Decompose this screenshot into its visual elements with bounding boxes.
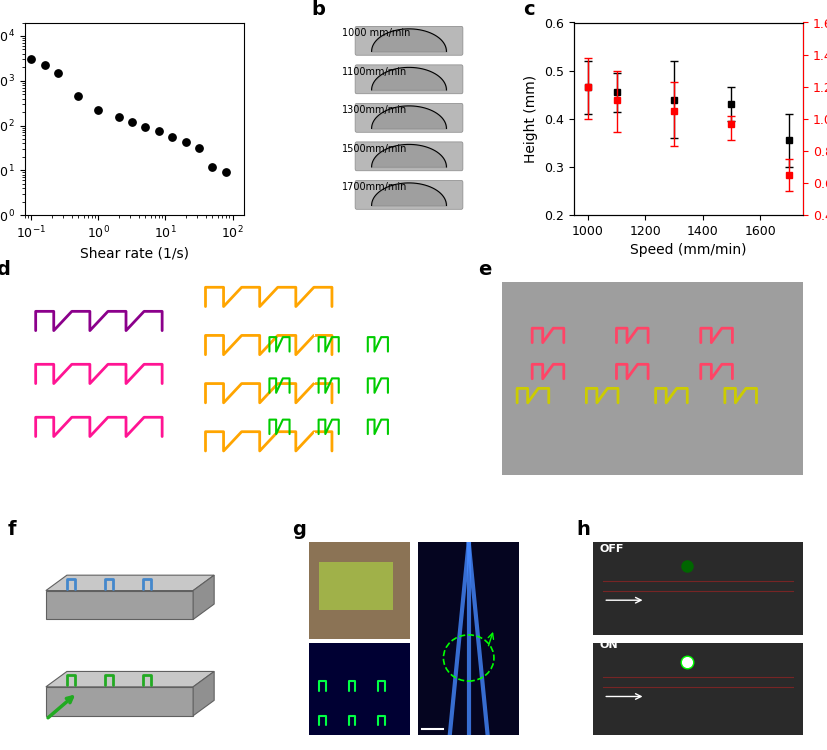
- Text: 1700mm/min: 1700mm/min: [342, 182, 407, 192]
- Polygon shape: [193, 671, 214, 716]
- Polygon shape: [45, 687, 193, 716]
- Point: [165, 131, 179, 143]
- Polygon shape: [45, 590, 193, 620]
- Polygon shape: [45, 575, 214, 590]
- Text: b: b: [311, 0, 325, 19]
- Polygon shape: [193, 575, 214, 620]
- Point: [51, 67, 65, 79]
- Y-axis label: Height (mm): Height (mm): [523, 75, 538, 163]
- Text: 1100mm/min: 1100mm/min: [342, 67, 406, 76]
- Polygon shape: [45, 671, 214, 687]
- FancyBboxPatch shape: [355, 181, 462, 209]
- Point: [179, 136, 192, 148]
- Point: [152, 125, 165, 137]
- Text: d: d: [0, 260, 10, 278]
- Point: [71, 90, 84, 102]
- Text: 1000
mm/min: 1000 mm/min: [271, 310, 303, 330]
- FancyBboxPatch shape: [355, 142, 462, 171]
- Text: 1500
mm/min: 1500 mm/min: [370, 310, 401, 330]
- Bar: [319, 562, 393, 610]
- Text: e: e: [477, 260, 490, 278]
- Point: [192, 142, 205, 154]
- Text: c: c: [523, 0, 534, 19]
- Point: [219, 166, 232, 178]
- Text: f: f: [8, 520, 17, 538]
- Point: [125, 116, 138, 128]
- Bar: [418, 542, 519, 735]
- Text: 1000 mm/min: 1000 mm/min: [342, 28, 409, 38]
- Text: 1300mm/min: 1300mm/min: [342, 105, 406, 116]
- Point: [138, 121, 151, 133]
- Point: [112, 111, 125, 123]
- Text: OFF: OFF: [599, 544, 623, 554]
- Text: 1500mm/min: 1500mm/min: [342, 144, 407, 154]
- Bar: [592, 643, 802, 735]
- Bar: [308, 542, 409, 639]
- FancyBboxPatch shape: [355, 26, 462, 56]
- X-axis label: Speed (mm/min): Speed (mm/min): [629, 243, 746, 257]
- Point: [92, 104, 105, 116]
- Text: 1300
mm/min: 1300 mm/min: [320, 310, 352, 330]
- X-axis label: Shear rate (1/s): Shear rate (1/s): [80, 247, 189, 261]
- Point: [206, 160, 219, 172]
- Text: ON: ON: [599, 640, 617, 650]
- FancyBboxPatch shape: [355, 104, 462, 132]
- Point: [25, 53, 38, 65]
- Text: h: h: [576, 520, 589, 538]
- FancyBboxPatch shape: [355, 64, 462, 94]
- Point: [38, 59, 51, 71]
- Bar: [308, 643, 409, 735]
- Text: g: g: [292, 520, 305, 538]
- Bar: [592, 542, 802, 634]
